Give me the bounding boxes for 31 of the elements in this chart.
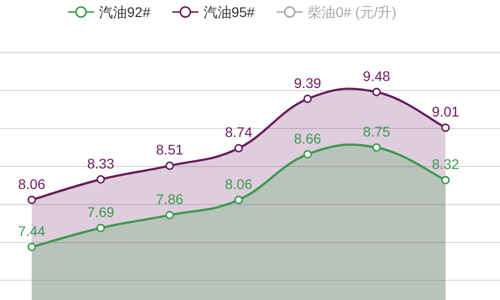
point [303, 94, 312, 104]
data-label: 8.06 [18, 176, 46, 192]
data-label: 8.75 [362, 123, 390, 140]
data-label: 7.44 [18, 223, 46, 239]
point [165, 210, 174, 220]
point [165, 161, 174, 170]
point [96, 224, 105, 232]
data-label: 7.69 [87, 204, 115, 220]
data-label: 9.01 [432, 104, 460, 120]
point [234, 144, 243, 152]
data-label: 7.86 [156, 191, 184, 208]
data-label: 9.48 [362, 68, 390, 84]
point [441, 123, 450, 132]
data-label: 8.06 [224, 176, 252, 192]
point [27, 196, 36, 204]
legend-label: 汽油95# [203, 4, 255, 20]
data-label: 8.74 [224, 124, 252, 140]
point [234, 196, 243, 204]
point [96, 175, 105, 184]
point [372, 143, 381, 152]
point [441, 176, 450, 184]
data-label: 8.66 [294, 130, 322, 146]
legend-label: 汽油92# [99, 4, 151, 20]
data-label: 8.33 [87, 155, 115, 172]
data-label: 8.32 [432, 156, 460, 172]
point [372, 88, 381, 96]
point [27, 242, 36, 252]
legend-label: 柴油0# (元/升) [308, 4, 396, 20]
point [303, 150, 312, 159]
data-label: 9.39 [294, 74, 322, 91]
data-label: 8.51 [156, 142, 184, 158]
